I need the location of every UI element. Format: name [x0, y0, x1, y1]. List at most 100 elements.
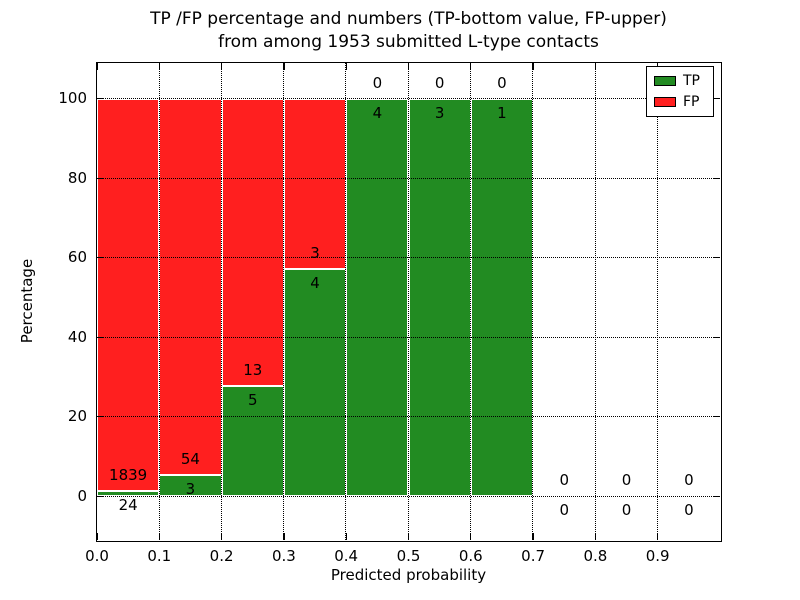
bar-segment-tp: [346, 98, 409, 497]
y-tick-mark-right: [713, 416, 720, 418]
x-tick-label: 0.4: [334, 547, 359, 565]
gridline-vertical: [96, 63, 98, 540]
annotation-fp-count: 0: [497, 73, 507, 92]
gridline-vertical: [345, 63, 347, 540]
x-tick-mark: [407, 533, 410, 540]
x-tick-mark-top: [96, 63, 98, 70]
legend: TP FP: [646, 66, 714, 117]
chart-title-line2: from among 1953 submitted L-type contact…: [218, 32, 599, 52]
y-tick-mark-right: [713, 177, 720, 179]
gridline-horizontal: [97, 336, 720, 338]
x-tick-mark-top: [345, 63, 347, 70]
bar-segment-fp: [221, 98, 284, 386]
y-tick-mark: [97, 98, 104, 100]
annotation-fp-count: 0: [559, 471, 570, 490]
legend-item-tp: TP: [654, 74, 713, 88]
annotation-tp-count: 0: [621, 501, 632, 520]
x-tick-mark: [158, 533, 160, 540]
y-tick-label: 60: [67, 248, 87, 267]
y-tick-mark-right: [713, 257, 720, 259]
annotation-fp-count: 1839: [109, 466, 148, 485]
x-tick-label: 0.1: [147, 547, 172, 565]
x-tick-mark-top: [594, 63, 597, 70]
gridline-horizontal: [97, 416, 720, 418]
bar-segment-tp: [221, 385, 284, 497]
y-tick-label: 40: [67, 327, 87, 346]
gridline-vertical: [158, 63, 160, 540]
tp-color-swatch: [654, 76, 676, 86]
annotation-fp-count: 0: [621, 471, 632, 490]
y-tick-label: 100: [58, 89, 87, 108]
y-tick-mark: [97, 495, 104, 497]
x-tick-label: 0.5: [396, 547, 421, 565]
x-tick-mark: [283, 533, 285, 540]
x-tick-mark: [532, 533, 534, 540]
annotation-fp-count: 0: [372, 73, 383, 92]
y-tick-mark: [97, 177, 104, 179]
x-tick-label: 0.0: [85, 547, 109, 565]
x-tick-mark: [220, 533, 223, 540]
gridline-vertical: [594, 63, 596, 540]
legend-label-tp: TP: [683, 73, 700, 89]
gridline-horizontal: [97, 98, 720, 100]
legend-item-fp: FP: [654, 95, 713, 109]
y-tick-mark-right: [713, 495, 720, 497]
bar-segment-tp: [283, 269, 347, 497]
annotation-fp-count: 0: [684, 471, 694, 490]
gridline-vertical: [407, 63, 409, 540]
x-tick-mark-top: [158, 63, 160, 70]
annotation-tp-count: 1: [497, 103, 507, 122]
x-tick-label: 0.7: [521, 547, 546, 565]
annotation-tp-count: 0: [684, 501, 694, 520]
x-tick-mark: [96, 533, 98, 540]
annotation-tp-count: 0: [559, 501, 570, 520]
y-tick-label: 80: [67, 168, 87, 187]
gridline-vertical: [283, 63, 285, 540]
annotation-tp-count: 4: [310, 274, 320, 293]
annotation-tp-count: 3: [434, 103, 445, 122]
fp-color-swatch: [654, 97, 676, 107]
x-tick-label: 0.3: [271, 547, 296, 565]
y-tick-label: 0: [77, 486, 87, 505]
gridline-vertical: [532, 63, 534, 540]
annotation-tp-count: 4: [372, 103, 383, 122]
y-tick-mark-right: [713, 336, 720, 338]
annotation-fp-count: 0: [434, 73, 445, 92]
chart-title-line1: TP /FP percentage and numbers (TP-bottom…: [150, 9, 667, 29]
gridline-horizontal: [97, 257, 720, 259]
y-axis-label: Percentage: [18, 258, 36, 344]
gridline-horizontal: [97, 177, 720, 179]
x-tick-mark: [470, 533, 472, 540]
gridline-vertical: [656, 63, 658, 540]
x-tick-label: 0.8: [583, 547, 608, 565]
annotation-fp-count: 3: [310, 244, 320, 263]
y-tick-label: 20: [67, 407, 87, 426]
y-tick-mark: [97, 257, 104, 259]
legend-label-fp: FP: [683, 94, 700, 110]
gridline-vertical: [470, 63, 472, 540]
x-tick-mark: [657, 533, 659, 540]
x-axis-label: Predicted probability: [330, 566, 487, 584]
annotation-tp-count: 24: [118, 496, 138, 515]
y-tick-mark-right: [713, 98, 720, 100]
x-tick-label: 0.6: [458, 547, 483, 565]
annotation-tp-count: 5: [247, 390, 258, 409]
x-tick-mark: [345, 533, 347, 540]
x-tick-mark-top: [283, 63, 285, 70]
annotation-fp-count: 54: [180, 450, 200, 469]
x-tick-label: 0.9: [645, 547, 670, 565]
x-tick-mark: [594, 533, 597, 540]
annotation-tp-count: 3: [185, 480, 196, 499]
bar-segment-fp: [283, 98, 347, 270]
x-tick-mark-top: [220, 63, 223, 70]
plot-border: [95, 61, 722, 542]
x-tick-mark-top: [407, 63, 410, 70]
x-tick-label: 0.2: [209, 547, 234, 565]
chart-title: TP /FP percentage and numbers (TP-bottom…: [97, 8, 720, 54]
gridline-vertical: [220, 63, 222, 540]
y-tick-mark: [97, 416, 104, 418]
x-tick-mark-top: [532, 63, 534, 70]
x-tick-mark-top: [470, 63, 472, 70]
gridline-horizontal: [97, 495, 720, 497]
